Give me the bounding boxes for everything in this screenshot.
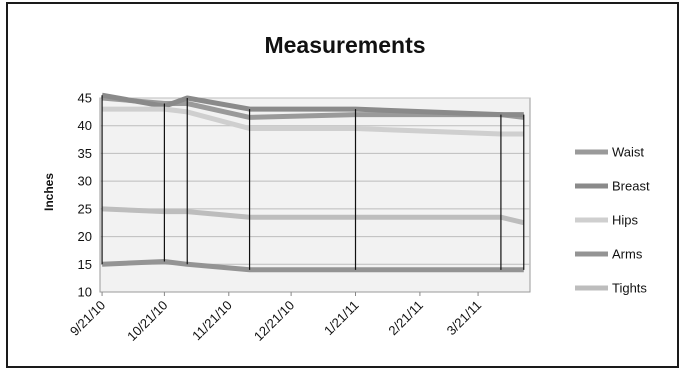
y-tick-label: 20 (78, 229, 92, 244)
y-tick-label: 35 (78, 146, 92, 161)
legend: Waist Breast Hips Arms Tights (575, 145, 650, 296)
legend-label-breast: Breast (612, 179, 650, 194)
y-tick-label: 15 (78, 257, 92, 272)
legend-label-waist: Waist (612, 145, 644, 160)
legend-label-arms: Arms (612, 247, 643, 262)
x-tick-label: 3/21/11 (444, 298, 485, 339)
y-tick-label: 45 (78, 91, 92, 106)
legend-label-tights: Tights (612, 281, 647, 296)
x-tick-label: 9/21/10 (67, 298, 108, 339)
x-tick-label: 1/21/11 (321, 298, 362, 339)
y-tick-label: 10 (78, 285, 92, 300)
legend-label-hips: Hips (612, 213, 639, 228)
y-tick-label: 40 (78, 118, 92, 133)
y-tick-label: 30 (78, 174, 92, 189)
chart-title: Measurements (264, 32, 425, 58)
y-axis-label: Inches (42, 173, 56, 211)
x-tick-label: 12/21/10 (251, 298, 297, 344)
x-tick-label: 11/21/10 (189, 298, 235, 344)
x-tick-label: 10/21/10 (124, 298, 170, 344)
y-tick-label: 25 (78, 201, 92, 216)
x-tick-label: 2/21/11 (385, 298, 426, 339)
